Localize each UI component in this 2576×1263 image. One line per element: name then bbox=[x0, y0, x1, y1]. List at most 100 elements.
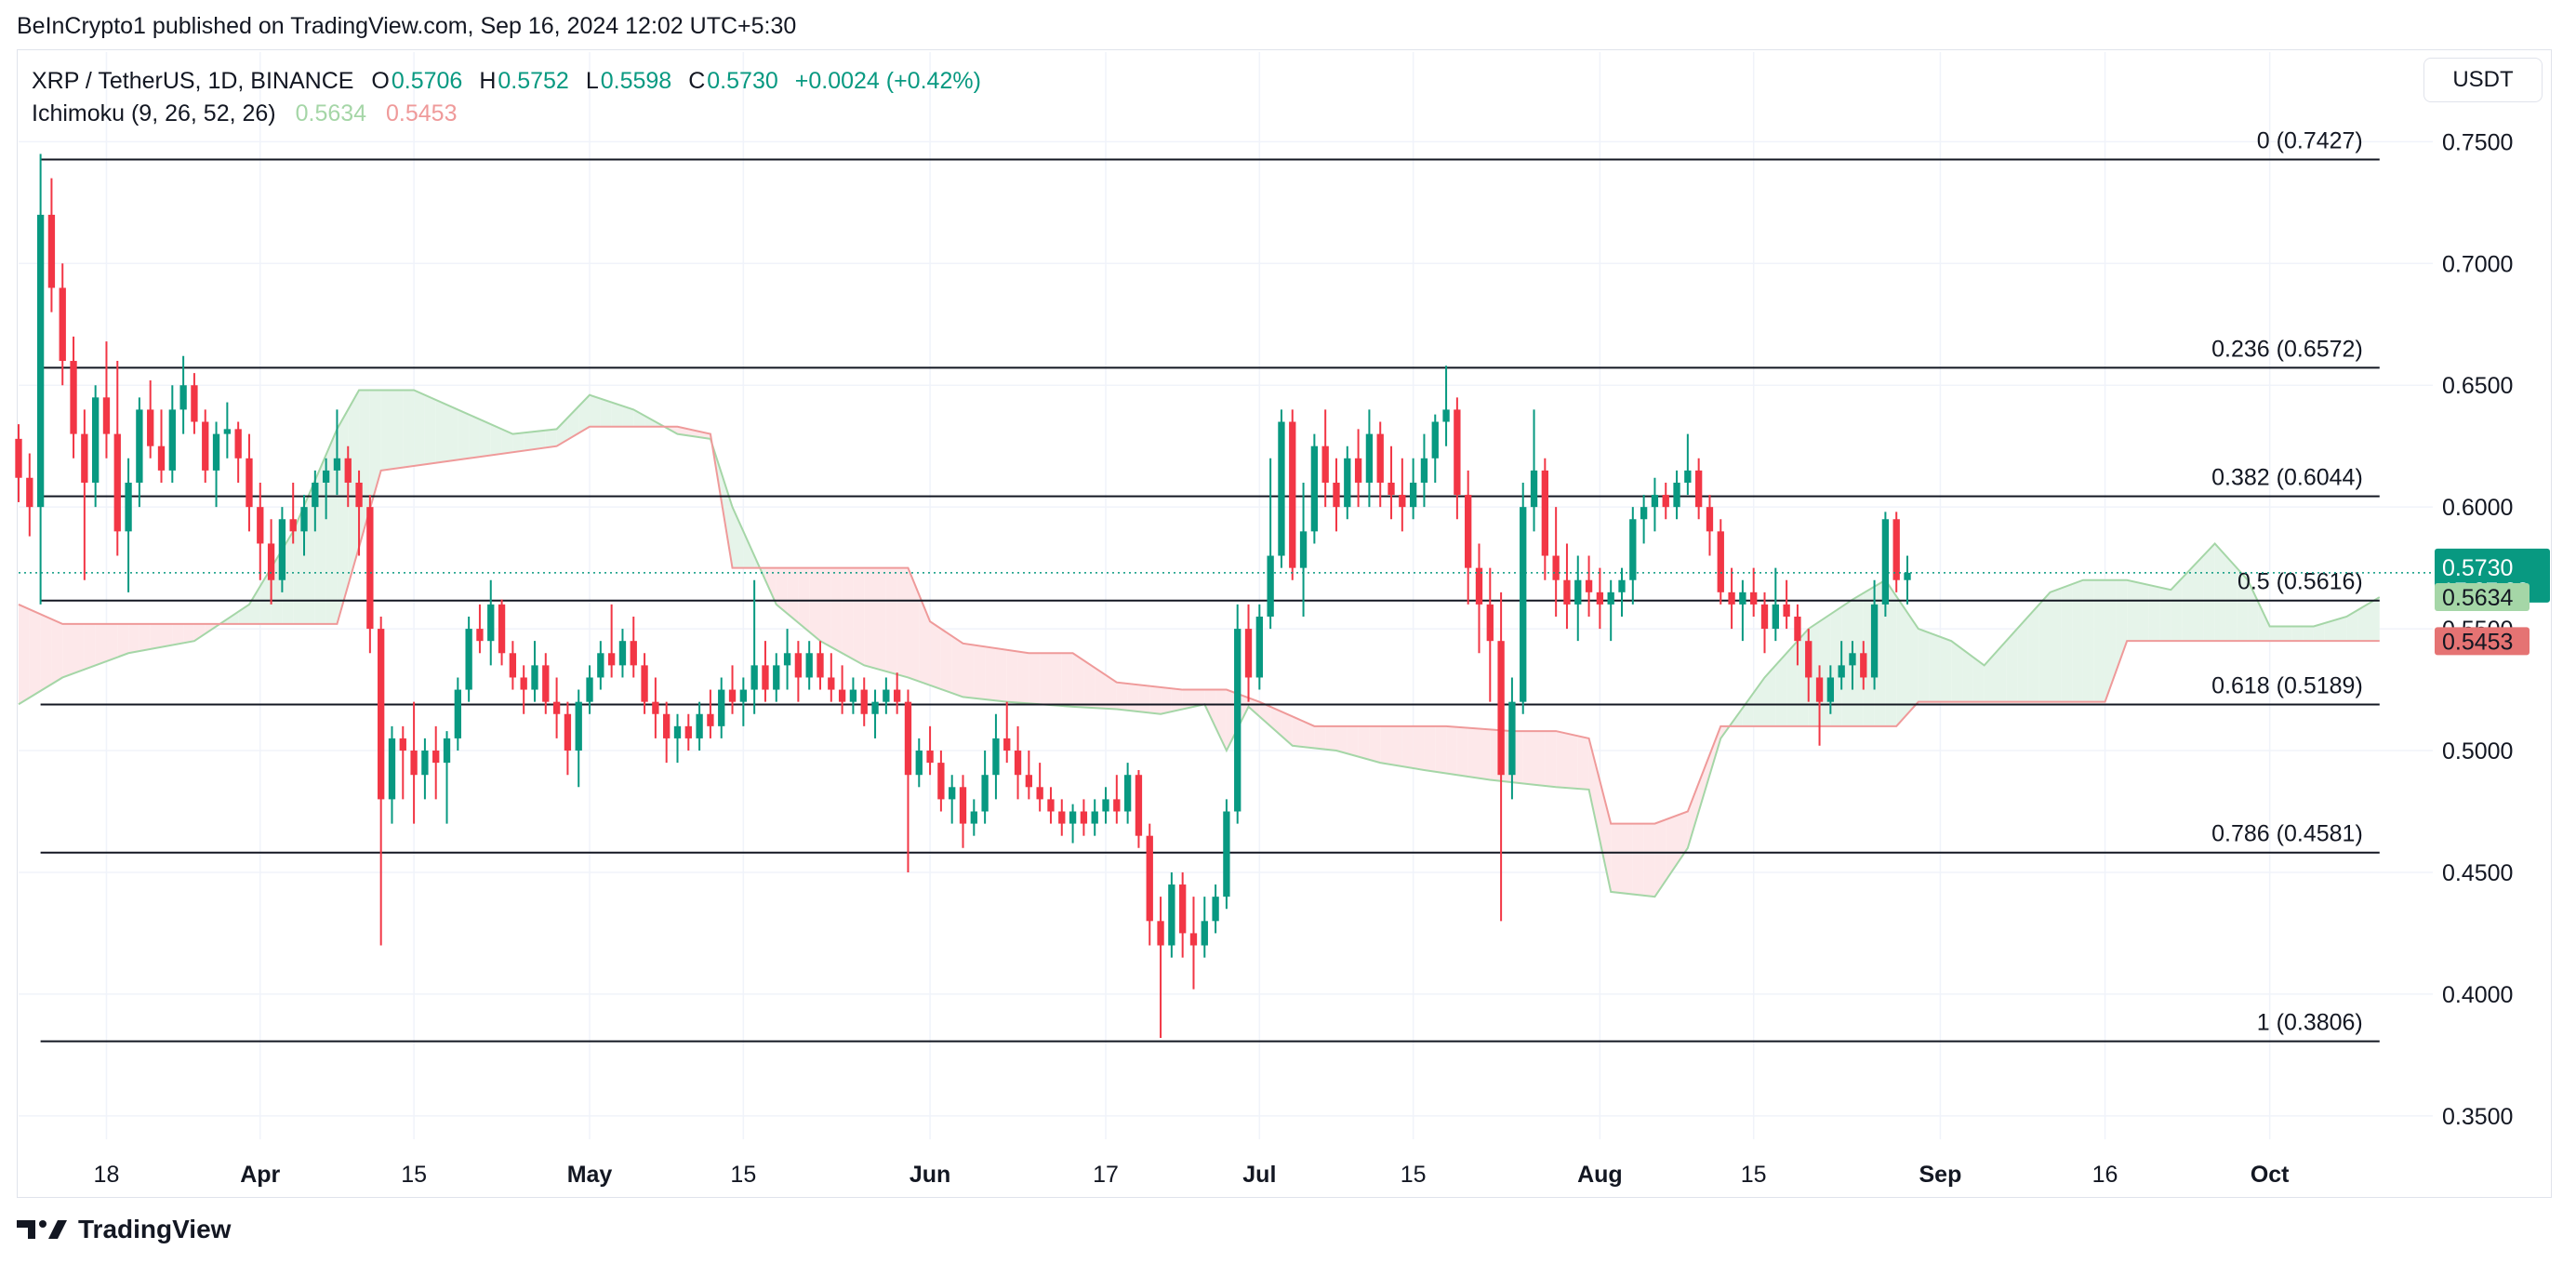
cloud-segment bbox=[446, 405, 458, 462]
fib-level-label: 0.786 (0.4581) bbox=[2211, 821, 2363, 847]
candle-body bbox=[1333, 482, 1340, 508]
high-label: H bbox=[479, 68, 497, 94]
candle-body bbox=[1102, 799, 1109, 812]
cloud-segment bbox=[875, 567, 886, 671]
candles bbox=[15, 153, 1911, 1039]
candle-body bbox=[871, 701, 879, 714]
cloud-segment bbox=[1270, 706, 1281, 737]
candle-body bbox=[1442, 409, 1450, 422]
candle-body bbox=[1080, 811, 1088, 824]
cloud-segment bbox=[2214, 543, 2226, 642]
candle-body bbox=[1201, 921, 1208, 946]
candle-body bbox=[1123, 775, 1132, 812]
cloud-segment bbox=[2082, 579, 2094, 702]
candle-body bbox=[673, 725, 682, 738]
open-value: 0.5706 bbox=[391, 68, 463, 94]
cloud-segment bbox=[787, 567, 799, 623]
x-tick-label: May bbox=[567, 1162, 613, 1188]
candle-body bbox=[1289, 421, 1296, 568]
close-label: C bbox=[688, 68, 706, 94]
candle-body bbox=[1783, 604, 1790, 617]
symbol-title[interactable]: XRP / TetherUS, 1D, BINANCE bbox=[32, 68, 354, 94]
fib-level-label: 0.5 (0.5616) bbox=[2237, 569, 2363, 595]
candle-body bbox=[147, 409, 154, 446]
cloud-segment bbox=[348, 390, 360, 586]
cloud-segment bbox=[963, 643, 975, 698]
candle-body bbox=[1760, 604, 1769, 630]
candle-body bbox=[1805, 641, 1812, 678]
indicator-legend-row[interactable]: Ichimoku (9, 26, 52, 26) 0.5634 0.5453 bbox=[32, 98, 981, 130]
candle-body bbox=[805, 653, 813, 678]
candle-body bbox=[1409, 482, 1417, 508]
cloud-segment bbox=[951, 635, 963, 698]
cloud-segment bbox=[2182, 566, 2194, 642]
cloud-segment bbox=[1413, 725, 1425, 770]
cloud-segment bbox=[1380, 725, 1392, 765]
cloud-segment bbox=[2137, 582, 2149, 642]
cloud-segment bbox=[73, 623, 85, 674]
cloud-segment bbox=[1786, 641, 1798, 726]
candle-body bbox=[1794, 617, 1801, 642]
cloud-segment bbox=[29, 609, 41, 698]
tradingview-brand[interactable]: TradingView bbox=[17, 1215, 231, 1244]
cloud-segment bbox=[1545, 731, 1557, 788]
candle-body bbox=[1684, 470, 1692, 483]
candle-body bbox=[762, 665, 769, 690]
x-tick-label: 15 bbox=[1741, 1162, 1767, 1188]
ohlc-legend-row[interactable]: XRP / TetherUS, 1D, BINANCE O0.5706 H0.57… bbox=[32, 65, 981, 98]
cloud-segment bbox=[556, 418, 568, 446]
candle-body bbox=[465, 629, 472, 690]
cloud-segment bbox=[435, 399, 447, 463]
x-tick-label: Aug bbox=[1577, 1162, 1623, 1188]
candle-body bbox=[1157, 921, 1164, 946]
candle-body bbox=[333, 458, 341, 471]
candle-body bbox=[1673, 482, 1680, 508]
cloud-segment bbox=[1687, 782, 1699, 848]
cloud-segment bbox=[1116, 682, 1128, 711]
cloud-segment bbox=[1600, 780, 1612, 892]
cloud-segment bbox=[567, 405, 579, 440]
chart-frame bbox=[17, 49, 2552, 1198]
indicator-title[interactable]: Ichimoku (9, 26, 52, 26) bbox=[32, 100, 276, 126]
candle-body bbox=[750, 665, 758, 690]
candle-body bbox=[157, 445, 166, 471]
candle-body bbox=[26, 477, 33, 508]
candle-body bbox=[1815, 677, 1824, 702]
x-tick-label: 16 bbox=[2092, 1162, 2118, 1188]
cloud-segment bbox=[392, 390, 404, 470]
candle-body bbox=[102, 397, 111, 434]
candle-body bbox=[410, 751, 418, 776]
cloud-segment bbox=[227, 611, 239, 624]
candle-body bbox=[1728, 592, 1735, 605]
x-tick-label: Sep bbox=[1919, 1162, 1962, 1188]
cloud-segment bbox=[1401, 725, 1414, 769]
x-tick-label: Jun bbox=[910, 1162, 950, 1188]
candle-body bbox=[728, 689, 737, 702]
cloud-segment bbox=[2050, 588, 2062, 702]
candle-body bbox=[1596, 592, 1604, 605]
candle-body bbox=[1365, 433, 1374, 483]
cloud-segment bbox=[1347, 725, 1359, 757]
candle-body bbox=[575, 701, 582, 751]
ichimoku-span-a-line bbox=[18, 389, 2381, 898]
cloud-segment bbox=[622, 405, 634, 427]
candle-body bbox=[1640, 507, 1648, 520]
candle-body bbox=[564, 713, 572, 751]
cloud-segment bbox=[590, 394, 601, 427]
candle-body bbox=[817, 653, 824, 678]
cloud-segment bbox=[1577, 736, 1589, 790]
candle-body bbox=[1189, 933, 1198, 946]
candle-body bbox=[1212, 897, 1219, 922]
candle-body bbox=[1047, 799, 1055, 812]
currency-button[interactable]: USDT bbox=[2423, 58, 2543, 102]
fib-level-label: 0.382 (0.6044) bbox=[2211, 465, 2363, 491]
candle-body bbox=[1146, 835, 1153, 922]
candle-body bbox=[630, 641, 637, 666]
candle-body bbox=[1388, 482, 1395, 496]
cloud-segment bbox=[2193, 554, 2204, 642]
cloud-segment bbox=[1764, 665, 1776, 726]
candle-body bbox=[1420, 458, 1428, 483]
candle-body bbox=[1399, 495, 1406, 508]
candle-body bbox=[1849, 653, 1856, 666]
